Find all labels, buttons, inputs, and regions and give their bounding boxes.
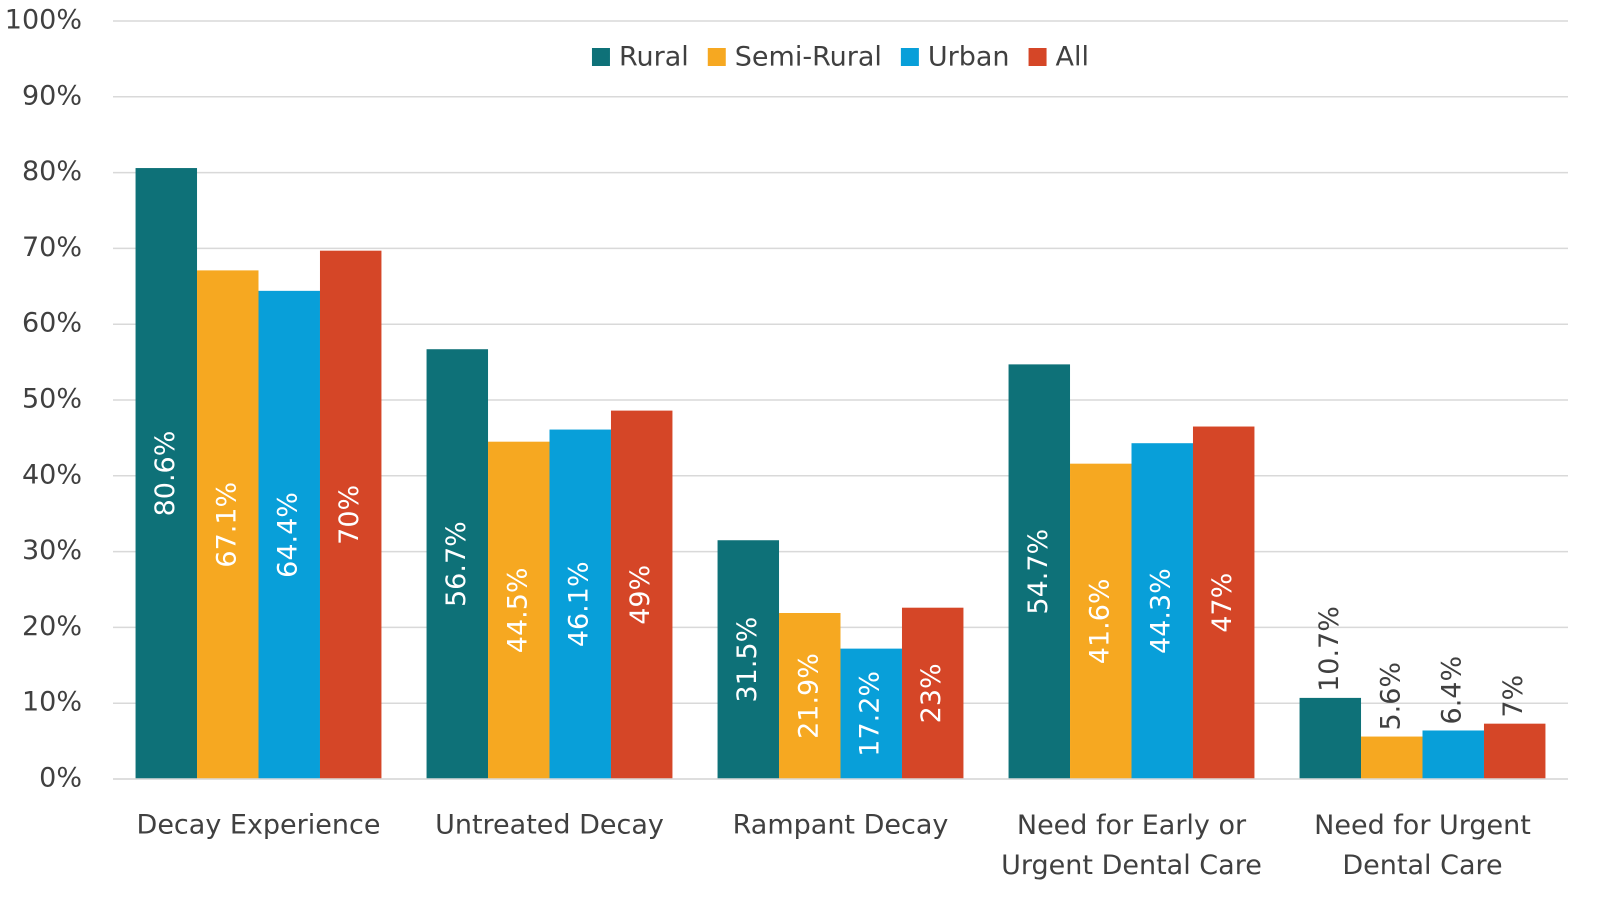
x-tick-label: Untreated Decay (435, 810, 664, 841)
y-tick-label: 80% (22, 156, 82, 187)
legend-label: All (1056, 42, 1089, 73)
bar (1070, 463, 1132, 779)
data-label: 10.7% (1314, 606, 1345, 692)
bar (549, 429, 611, 779)
bar (135, 168, 198, 779)
legend-label: Urban (928, 42, 1010, 73)
data-label: 41.6% (1084, 578, 1115, 664)
data-label: 56.7% (441, 521, 472, 607)
bar (319, 250, 382, 779)
data-label: 17.2% (855, 671, 886, 757)
bar (840, 648, 902, 779)
bar (258, 290, 320, 779)
x-tick-label: Rampant Decay (733, 810, 949, 841)
bar (1008, 364, 1071, 779)
y-tick-label: 60% (22, 308, 82, 339)
data-label: 70% (334, 485, 365, 545)
bar (779, 612, 841, 779)
legend-swatch (900, 48, 919, 66)
bar (1192, 426, 1255, 779)
x-tick-label-line: Need for Early or (1017, 810, 1247, 841)
bar (610, 410, 673, 779)
data-label: 46.1% (564, 561, 595, 647)
data-label: 67.1% (211, 482, 242, 568)
y-tick-label: 10% (22, 687, 82, 718)
x-tick-label: Decay Experience (137, 810, 381, 841)
x-tick-label-line: Need for Urgent (1314, 810, 1531, 841)
x-tick-label: Need for Early or Urgent Dental Care (1001, 810, 1262, 881)
bar (1422, 730, 1484, 779)
bar (488, 441, 550, 779)
data-label: 49% (625, 565, 656, 625)
data-label: 21.9% (793, 653, 824, 739)
data-label: 54.7% (1023, 529, 1054, 615)
y-tick-label: 30% (22, 535, 82, 566)
legend-swatch (591, 48, 610, 66)
data-label: 7% (1498, 675, 1529, 718)
y-tick-label: 0% (39, 763, 82, 794)
legend-label: Rural (619, 42, 689, 73)
bar (1131, 443, 1193, 779)
x-tick-label: Need for Urgent Dental Care (1314, 810, 1531, 881)
data-label: 64.4% (273, 492, 304, 578)
bar (197, 270, 259, 779)
data-label: 44.5% (502, 567, 533, 653)
legend: Rural Semi-Rural Urban All (591, 42, 1089, 73)
y-tick-label: 50% (22, 384, 82, 415)
x-tick-label-line: Urgent Dental Care (1001, 850, 1262, 881)
y-tick-label: 70% (22, 232, 82, 263)
data-label: 31.5% (732, 617, 763, 703)
x-tick-label-line: Dental Care (1342, 850, 1502, 881)
bar (1361, 736, 1423, 779)
bar (717, 540, 780, 779)
bar (1299, 697, 1362, 779)
data-label: 23% (916, 663, 947, 723)
bar (901, 607, 964, 779)
y-tick-label: 40% (22, 459, 82, 490)
y-tick-label: 90% (22, 80, 82, 111)
data-label: 80.6% (150, 431, 181, 517)
y-tick-label: 20% (22, 611, 82, 642)
legend-label: Semi-Rural (735, 42, 882, 73)
data-label: 47% (1207, 573, 1238, 633)
bar (1483, 723, 1546, 779)
data-label: 5.6% (1375, 662, 1406, 731)
legend-swatch (1028, 48, 1047, 66)
y-tick-label: 100% (5, 5, 82, 36)
bar (426, 349, 489, 779)
data-label: 6.4% (1437, 656, 1468, 725)
data-label: 44.3% (1146, 568, 1177, 654)
legend-swatch (707, 48, 726, 66)
